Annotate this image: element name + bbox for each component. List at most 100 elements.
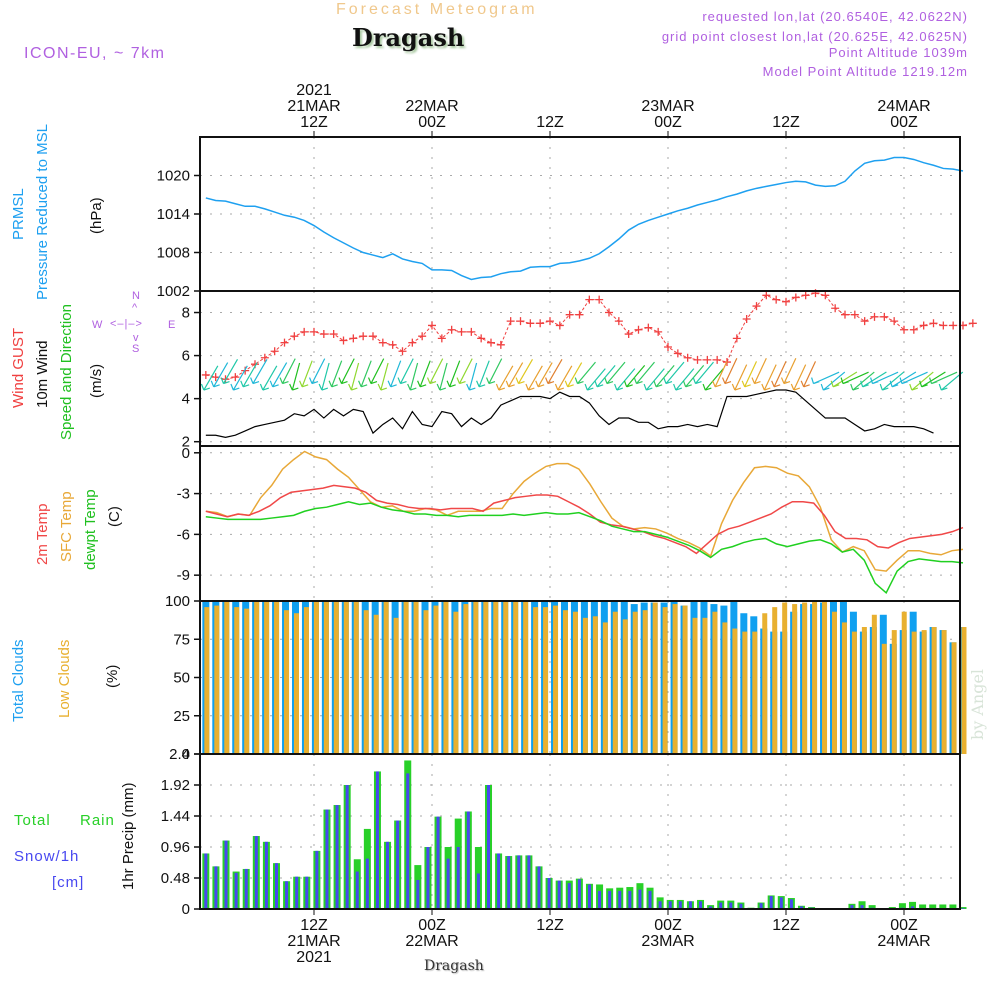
- gust-marker: [201, 370, 210, 379]
- snow-bar: [598, 890, 602, 909]
- bottom-time-label: 24MAR: [877, 933, 930, 950]
- gust-marker: [575, 310, 584, 319]
- gust-marker: [369, 332, 377, 341]
- low-cloud-bar: [553, 605, 559, 754]
- gust-marker: [831, 304, 840, 313]
- snow-bar: [527, 855, 531, 909]
- wind-direction-arrow: [604, 361, 626, 385]
- wind-direction-arrow: [328, 360, 343, 388]
- gust-marker: [693, 355, 702, 364]
- low-cloud-bar: [662, 607, 668, 754]
- wind-direction-arrow: [250, 359, 268, 385]
- temp-dewpt-line: [205, 500, 964, 595]
- low-cloud-bar: [333, 601, 339, 754]
- top-time-label: 12Z: [536, 114, 564, 131]
- low-cloud-bar: [363, 610, 369, 754]
- low-cloud-bar: [951, 642, 957, 754]
- top-time-label: 12Z: [772, 114, 800, 131]
- wind-direction-arrow: [545, 359, 563, 385]
- wind-direction-arrow: [594, 364, 616, 388]
- snow-bar: [759, 903, 763, 909]
- gust-marker: [732, 334, 741, 343]
- snow-bar: [487, 785, 491, 909]
- gust-marker: [388, 340, 397, 349]
- wind-direction-arrow: [485, 358, 503, 385]
- bottom-time-label: 22MAR: [405, 933, 458, 950]
- wind-direction-arrow: [495, 365, 514, 391]
- gust-marker: [762, 291, 771, 300]
- low-cloud-bar: [752, 631, 758, 754]
- snow-bar: [244, 868, 248, 909]
- wind-direction-arrow: [279, 358, 296, 385]
- snow-bar: [285, 881, 289, 909]
- snow-bar: [729, 902, 733, 909]
- y-tick-label: 75: [173, 631, 190, 648]
- top-time-label: 12Z: [300, 114, 328, 131]
- snow-bar: [658, 901, 662, 909]
- gust-marker: [949, 321, 958, 330]
- gust-marker: [624, 330, 633, 339]
- gust-marker: [880, 312, 889, 321]
- snow-bar: [335, 805, 339, 909]
- rain-bar: [919, 904, 927, 909]
- gust-marker: [703, 355, 712, 364]
- wind-direction-arrow: [899, 371, 928, 385]
- y-tick-label: 1014: [157, 206, 190, 223]
- snow-bar: [497, 853, 501, 909]
- y-tick-label: 8: [182, 305, 190, 322]
- rain-bar: [939, 904, 947, 909]
- low-cloud-bar: [533, 607, 539, 754]
- wind-direction-arrow: [377, 362, 389, 391]
- low-cloud-bar: [921, 630, 927, 754]
- snow-bar: [416, 879, 420, 909]
- snow-bar: [537, 866, 541, 909]
- low-cloud-bar: [931, 627, 937, 754]
- wind-direction-arrow: [811, 371, 840, 385]
- wind-direction-arrow: [476, 360, 490, 388]
- gust-marker: [477, 334, 486, 343]
- top-time-label: 00Z: [654, 114, 682, 131]
- low-cloud-bar: [612, 611, 618, 754]
- low-cloud-bar: [841, 622, 847, 754]
- snow-bar: [224, 840, 228, 909]
- snow-bar: [355, 871, 359, 909]
- bottom-time-label: 23MAR: [641, 933, 694, 950]
- wind-direction-arrow: [840, 371, 869, 385]
- low-cloud-bar: [831, 611, 837, 754]
- snow-bar: [618, 890, 622, 909]
- snow-bar: [466, 811, 470, 909]
- low-cloud-bar: [572, 611, 578, 754]
- snow-bar: [325, 809, 329, 909]
- gust-marker: [487, 338, 495, 347]
- wind-direction-arrow: [771, 361, 787, 388]
- wind-direction-arrow: [466, 362, 478, 391]
- compass-e: E: [168, 319, 176, 331]
- y-tick-label: 4: [182, 391, 190, 408]
- wind-direction-arrow: [210, 362, 229, 388]
- wind-direction-arrow: [417, 360, 431, 388]
- gust-marker: [211, 373, 220, 382]
- wind-direction-arrow: [879, 371, 905, 391]
- gust-marker: [290, 332, 299, 341]
- low-cloud-bar: [851, 631, 857, 754]
- snow-bar: [305, 876, 309, 909]
- total-rain-label-total: Total: [14, 812, 51, 829]
- bottom-time-label: 21MAR: [287, 933, 340, 950]
- gust-marker: [595, 295, 604, 304]
- wind-direction-arrow: [692, 361, 714, 385]
- snow-bar: [648, 890, 652, 909]
- footer-location: Dragash: [424, 958, 484, 974]
- low-cloud-bar: [323, 601, 329, 754]
- compass-s: S: [132, 343, 140, 355]
- snow-bar: [406, 773, 410, 909]
- y-tick-label: 1008: [157, 245, 190, 262]
- snow-bar: [214, 866, 218, 909]
- low-cloud-bar: [622, 619, 628, 754]
- low-cloud-bar: [473, 601, 479, 754]
- gust-marker: [260, 353, 269, 362]
- low-cloud-bar: [802, 602, 808, 754]
- wind-direction-arrow: [574, 361, 596, 385]
- wind-direction-arrow: [348, 362, 360, 391]
- wind-direction-arrow: [397, 358, 414, 385]
- location-title: Dragash: [352, 23, 465, 52]
